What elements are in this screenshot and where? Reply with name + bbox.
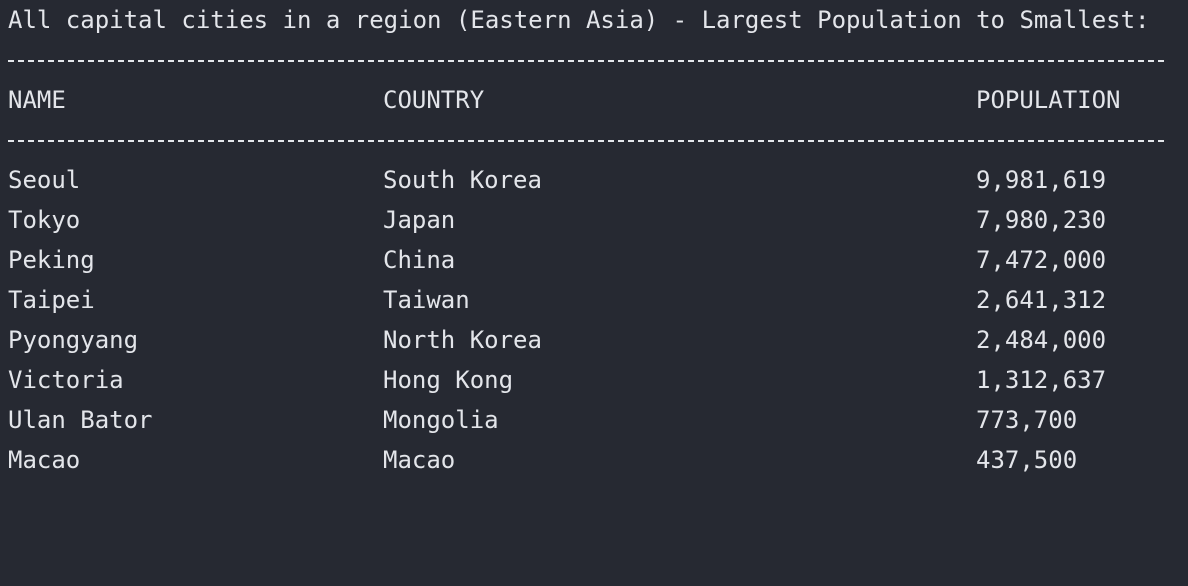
city-name: Victoria <box>8 366 124 394</box>
country-name: Taiwan <box>383 286 470 314</box>
table-row: Taipei Taiwan 2,641,312 <box>8 286 1106 314</box>
column-header-name: NAME <box>8 86 66 114</box>
country-name: Mongolia <box>383 406 499 434</box>
query-title: All capital cities in a region (Eastern … <box>8 6 1150 34</box>
population-value: 7,980,230 <box>976 206 1107 234</box>
column-header-population: POPULATION <box>976 86 1121 114</box>
country-name: South Korea <box>383 166 542 194</box>
population-value: 437,500 <box>976 446 1078 474</box>
table-row: Seoul South Korea 9,981,619 <box>8 166 1106 194</box>
country-name: Hong Kong <box>383 366 514 394</box>
country-name: North Korea <box>383 326 542 354</box>
city-name: Macao <box>8 446 81 474</box>
table-row: Victoria Hong Kong 1,312,637 <box>8 366 1106 394</box>
city-name: Tokyo <box>8 206 81 234</box>
city-name: Taipei <box>8 286 95 314</box>
separator-top <box>8 60 1164 62</box>
population-value: 2,484,000 <box>976 326 1107 354</box>
city-name: Seoul <box>8 166 81 194</box>
country-name: Japan <box>383 206 456 234</box>
separator-header <box>8 140 1164 142</box>
population-value: 2,641,312 <box>976 286 1107 314</box>
population-value: 9,981,619 <box>976 166 1107 194</box>
table-header: NAME COUNTRY POPULATION <box>8 86 1121 114</box>
table-row: Tokyo Japan 7,980,230 <box>8 206 1106 234</box>
table-row: Macao Macao 437,500 <box>8 446 1077 474</box>
column-header-country: COUNTRY <box>383 86 485 114</box>
population-value: 1,312,637 <box>976 366 1107 394</box>
country-name: China <box>383 246 456 274</box>
population-value: 7,472,000 <box>976 246 1107 274</box>
city-name: Peking <box>8 246 95 274</box>
city-name: Pyongyang <box>8 326 139 354</box>
population-value: 773,700 <box>976 406 1078 434</box>
table-row: Ulan Bator Mongolia 773,700 <box>8 406 1077 434</box>
country-name: Macao <box>383 446 456 474</box>
table-row: Peking China 7,472,000 <box>8 246 1106 274</box>
terminal-output: All capital cities in a region (Eastern … <box>8 6 1164 474</box>
table-row: Pyongyang North Korea 2,484,000 <box>8 326 1106 354</box>
city-name: Ulan Bator <box>8 406 153 434</box>
